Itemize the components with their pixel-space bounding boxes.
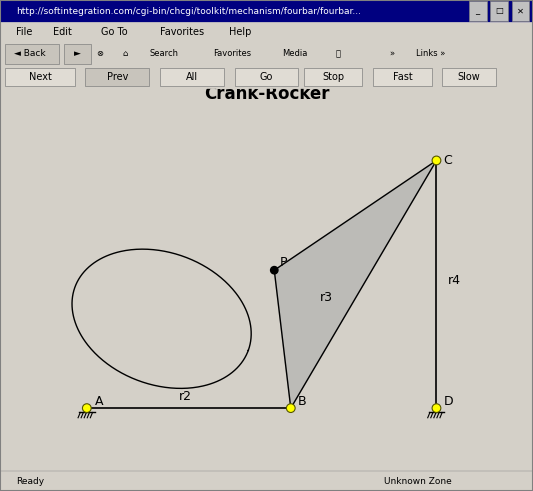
- Circle shape: [271, 267, 278, 274]
- Text: Go To: Go To: [101, 27, 128, 37]
- Circle shape: [432, 404, 441, 412]
- Text: All: All: [186, 72, 198, 82]
- Text: D: D: [443, 395, 453, 408]
- Circle shape: [432, 156, 441, 165]
- Text: B: B: [297, 395, 306, 408]
- Text: C: C: [443, 154, 452, 167]
- Text: _: _: [475, 6, 480, 16]
- Title: Crank-Rocker: Crank-Rocker: [204, 85, 329, 103]
- Text: File: File: [16, 27, 33, 37]
- Text: Stop: Stop: [322, 72, 344, 82]
- Text: ►: ►: [74, 50, 80, 58]
- Text: Media: Media: [282, 50, 308, 58]
- Text: P: P: [280, 256, 288, 270]
- Text: Next: Next: [29, 72, 51, 82]
- Text: r2: r2: [179, 390, 192, 403]
- Text: Go: Go: [260, 72, 273, 82]
- Text: Edit: Edit: [53, 27, 72, 37]
- Text: Search: Search: [149, 50, 178, 58]
- Text: ⊗: ⊗: [96, 50, 103, 58]
- Polygon shape: [274, 161, 437, 408]
- Circle shape: [83, 404, 91, 412]
- Text: 🌐: 🌐: [336, 50, 341, 58]
- Text: A: A: [94, 395, 103, 408]
- Text: »: »: [389, 50, 394, 58]
- Text: r4: r4: [448, 274, 461, 287]
- Text: ◄ Back: ◄ Back: [13, 50, 45, 58]
- Text: Ready: Ready: [16, 476, 44, 486]
- Text: Slow: Slow: [458, 72, 480, 82]
- Text: ✕: ✕: [516, 6, 524, 16]
- Text: Fast: Fast: [392, 72, 413, 82]
- Text: http://softintegration.com/cgi-bin/chcgi/toolkit/mechanism/fourbar/fourbar...: http://softintegration.com/cgi-bin/chcgi…: [16, 6, 361, 16]
- Text: Favorites: Favorites: [213, 50, 252, 58]
- Text: Unknown Zone: Unknown Zone: [384, 476, 451, 486]
- Text: Prev: Prev: [107, 72, 128, 82]
- Text: □: □: [495, 6, 503, 16]
- Text: Links »: Links »: [416, 50, 445, 58]
- Text: Help: Help: [229, 27, 252, 37]
- Circle shape: [286, 404, 295, 412]
- Text: Favorites: Favorites: [160, 27, 204, 37]
- Text: r3: r3: [320, 291, 333, 304]
- Text: ⌂: ⌂: [123, 50, 128, 58]
